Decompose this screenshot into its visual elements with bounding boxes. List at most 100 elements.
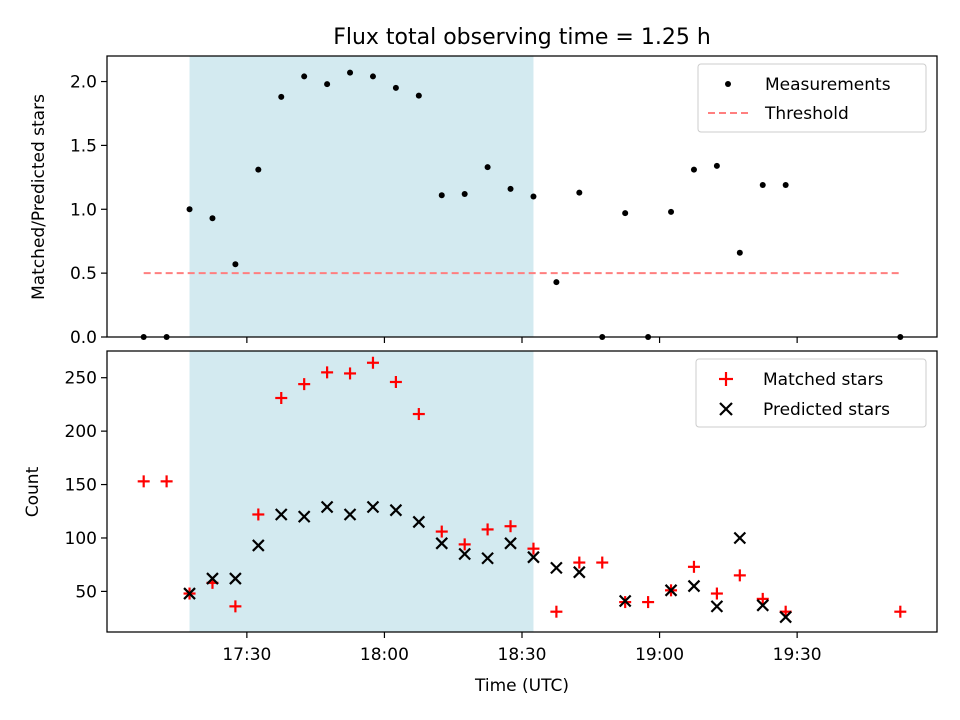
y-tick-label: 0.5: [70, 264, 97, 284]
panel-bottom-ylabel: Count: [23, 466, 43, 517]
legend-predicted-label: Predicted stars: [763, 400, 890, 420]
matched-stars-point: [389, 375, 402, 388]
predicted-stars-point: [481, 551, 494, 565]
matched-stars-point: [458, 538, 471, 551]
predicted-stars-point: [733, 531, 747, 545]
matched-stars-point: [894, 605, 907, 618]
y-tick-label: 1.5: [70, 136, 97, 156]
matched-stars-point: [275, 392, 288, 405]
legend-predicted-marker: [719, 402, 733, 416]
predicted-stars-point: [320, 500, 334, 514]
legend-measurements-marker: [725, 81, 731, 87]
panel-bottom-shaded-span: [189, 351, 534, 632]
predicted-stars-point: [687, 579, 701, 593]
predicted-stars-point: [274, 508, 288, 521]
measurement-point: [278, 93, 285, 100]
measurement-point: [438, 192, 445, 199]
panel-top-ylabel: Matched/Predicted stars: [29, 94, 49, 300]
predicted-stars-point: [573, 565, 586, 579]
measurement-point: [209, 215, 216, 222]
matched-stars-point: [504, 520, 517, 533]
matched-stars-point: [527, 542, 540, 555]
legend-matched-marker: [719, 372, 733, 386]
matched-stars-point: [252, 508, 265, 521]
matched-stars-point: [366, 356, 379, 369]
predicted-stars-point: [618, 594, 632, 608]
matched-stars-point: [596, 556, 609, 569]
x-axis-label: Time (UTC): [474, 676, 569, 696]
matched-stars-point: [481, 523, 494, 536]
measurement-point: [782, 182, 789, 189]
y-tick-label: 1.0: [70, 200, 97, 220]
matched-stars-point: [298, 378, 311, 391]
measurement-point: [576, 189, 583, 196]
predicted-stars-point: [756, 599, 770, 612]
matched-stars-point: [642, 596, 655, 609]
predicted-stars-point: [343, 508, 357, 521]
measurement-point: [324, 81, 331, 88]
matched-stars-point: [412, 408, 425, 421]
y-tick-label: 200: [65, 422, 97, 442]
measurement-point: [186, 206, 193, 213]
measurement-point: [461, 190, 468, 197]
panel-top: 0.00.51.01.52.0 Matched/Predicted stars …: [29, 55, 938, 348]
measurement-point: [369, 73, 376, 80]
predicted-stars-point: [504, 537, 517, 550]
x-tick-label: 19:30: [773, 645, 822, 665]
matched-stars-point: [733, 569, 746, 582]
predicted-stars-point: [389, 503, 403, 517]
legend-threshold-label: Threshold: [764, 104, 849, 124]
predicted-stars-point: [412, 515, 426, 529]
chart-title: Flux total observing time = 1.25 h: [333, 25, 711, 50]
legend-matched-label: Matched stars: [763, 370, 883, 390]
predicted-stars-point: [366, 500, 380, 514]
x-tick-label: 17:30: [222, 645, 271, 665]
y-tick-label: 0.0: [70, 328, 97, 348]
measurement-point: [392, 84, 399, 91]
predicted-stars-point: [458, 547, 471, 561]
y-tick-label: 100: [65, 529, 97, 549]
predicted-stars-point: [297, 510, 311, 523]
legend-bottom: Matched stars Predicted stars: [695, 358, 927, 428]
predicted-stars-point: [206, 572, 219, 585]
measurement-point: [255, 166, 262, 173]
panel-bottom-frame: [106, 350, 938, 633]
y-tick-label: 50: [75, 582, 97, 602]
predicted-stars-point: [664, 584, 678, 597]
legend-measurements-label: Measurements: [765, 75, 891, 95]
y-tick-label: 150: [65, 476, 97, 496]
panel-bottom: 50 100 150 200 250 17:30 18:00 18:30 19:00 19:30…: [23, 350, 938, 696]
y-tick-label: 250: [65, 369, 97, 389]
measurement-point: [736, 249, 743, 256]
matched-stars-point: [229, 600, 242, 613]
matched-stars-point: [756, 592, 769, 605]
legend-top: Measurements Threshold: [697, 63, 927, 133]
measurement-point: [301, 73, 308, 80]
matched-stars-point: [550, 605, 563, 618]
matched-stars-point: [321, 366, 334, 379]
y-tick-label: 2.0: [70, 73, 97, 93]
matched-stars-point: [344, 367, 357, 380]
x-tick-label: 18:30: [498, 645, 547, 665]
predicted-stars-point: [229, 572, 242, 585]
measurement-point: [530, 193, 537, 200]
measurement-point: [507, 185, 514, 192]
measurement-point: [668, 208, 675, 215]
measurement-point: [759, 182, 766, 189]
measurement-point: [713, 162, 720, 169]
measurement-point: [484, 164, 491, 171]
measurement-point: [232, 261, 239, 268]
predicted-stars-point: [252, 539, 265, 552]
predicted-stars-point: [435, 537, 449, 550]
measurement-point: [415, 92, 422, 99]
legend-top-box: [697, 63, 927, 133]
matched-stars-point: [137, 475, 150, 488]
panel-top-shaded-span: [189, 56, 534, 337]
predicted-stars-point: [183, 587, 196, 600]
matched-stars-point: [435, 525, 448, 538]
matched-stars-point: [160, 475, 173, 488]
x-tick-label: 19:00: [635, 645, 684, 665]
legend-bottom-box: [695, 358, 927, 428]
matched-stars-point: [573, 556, 586, 569]
